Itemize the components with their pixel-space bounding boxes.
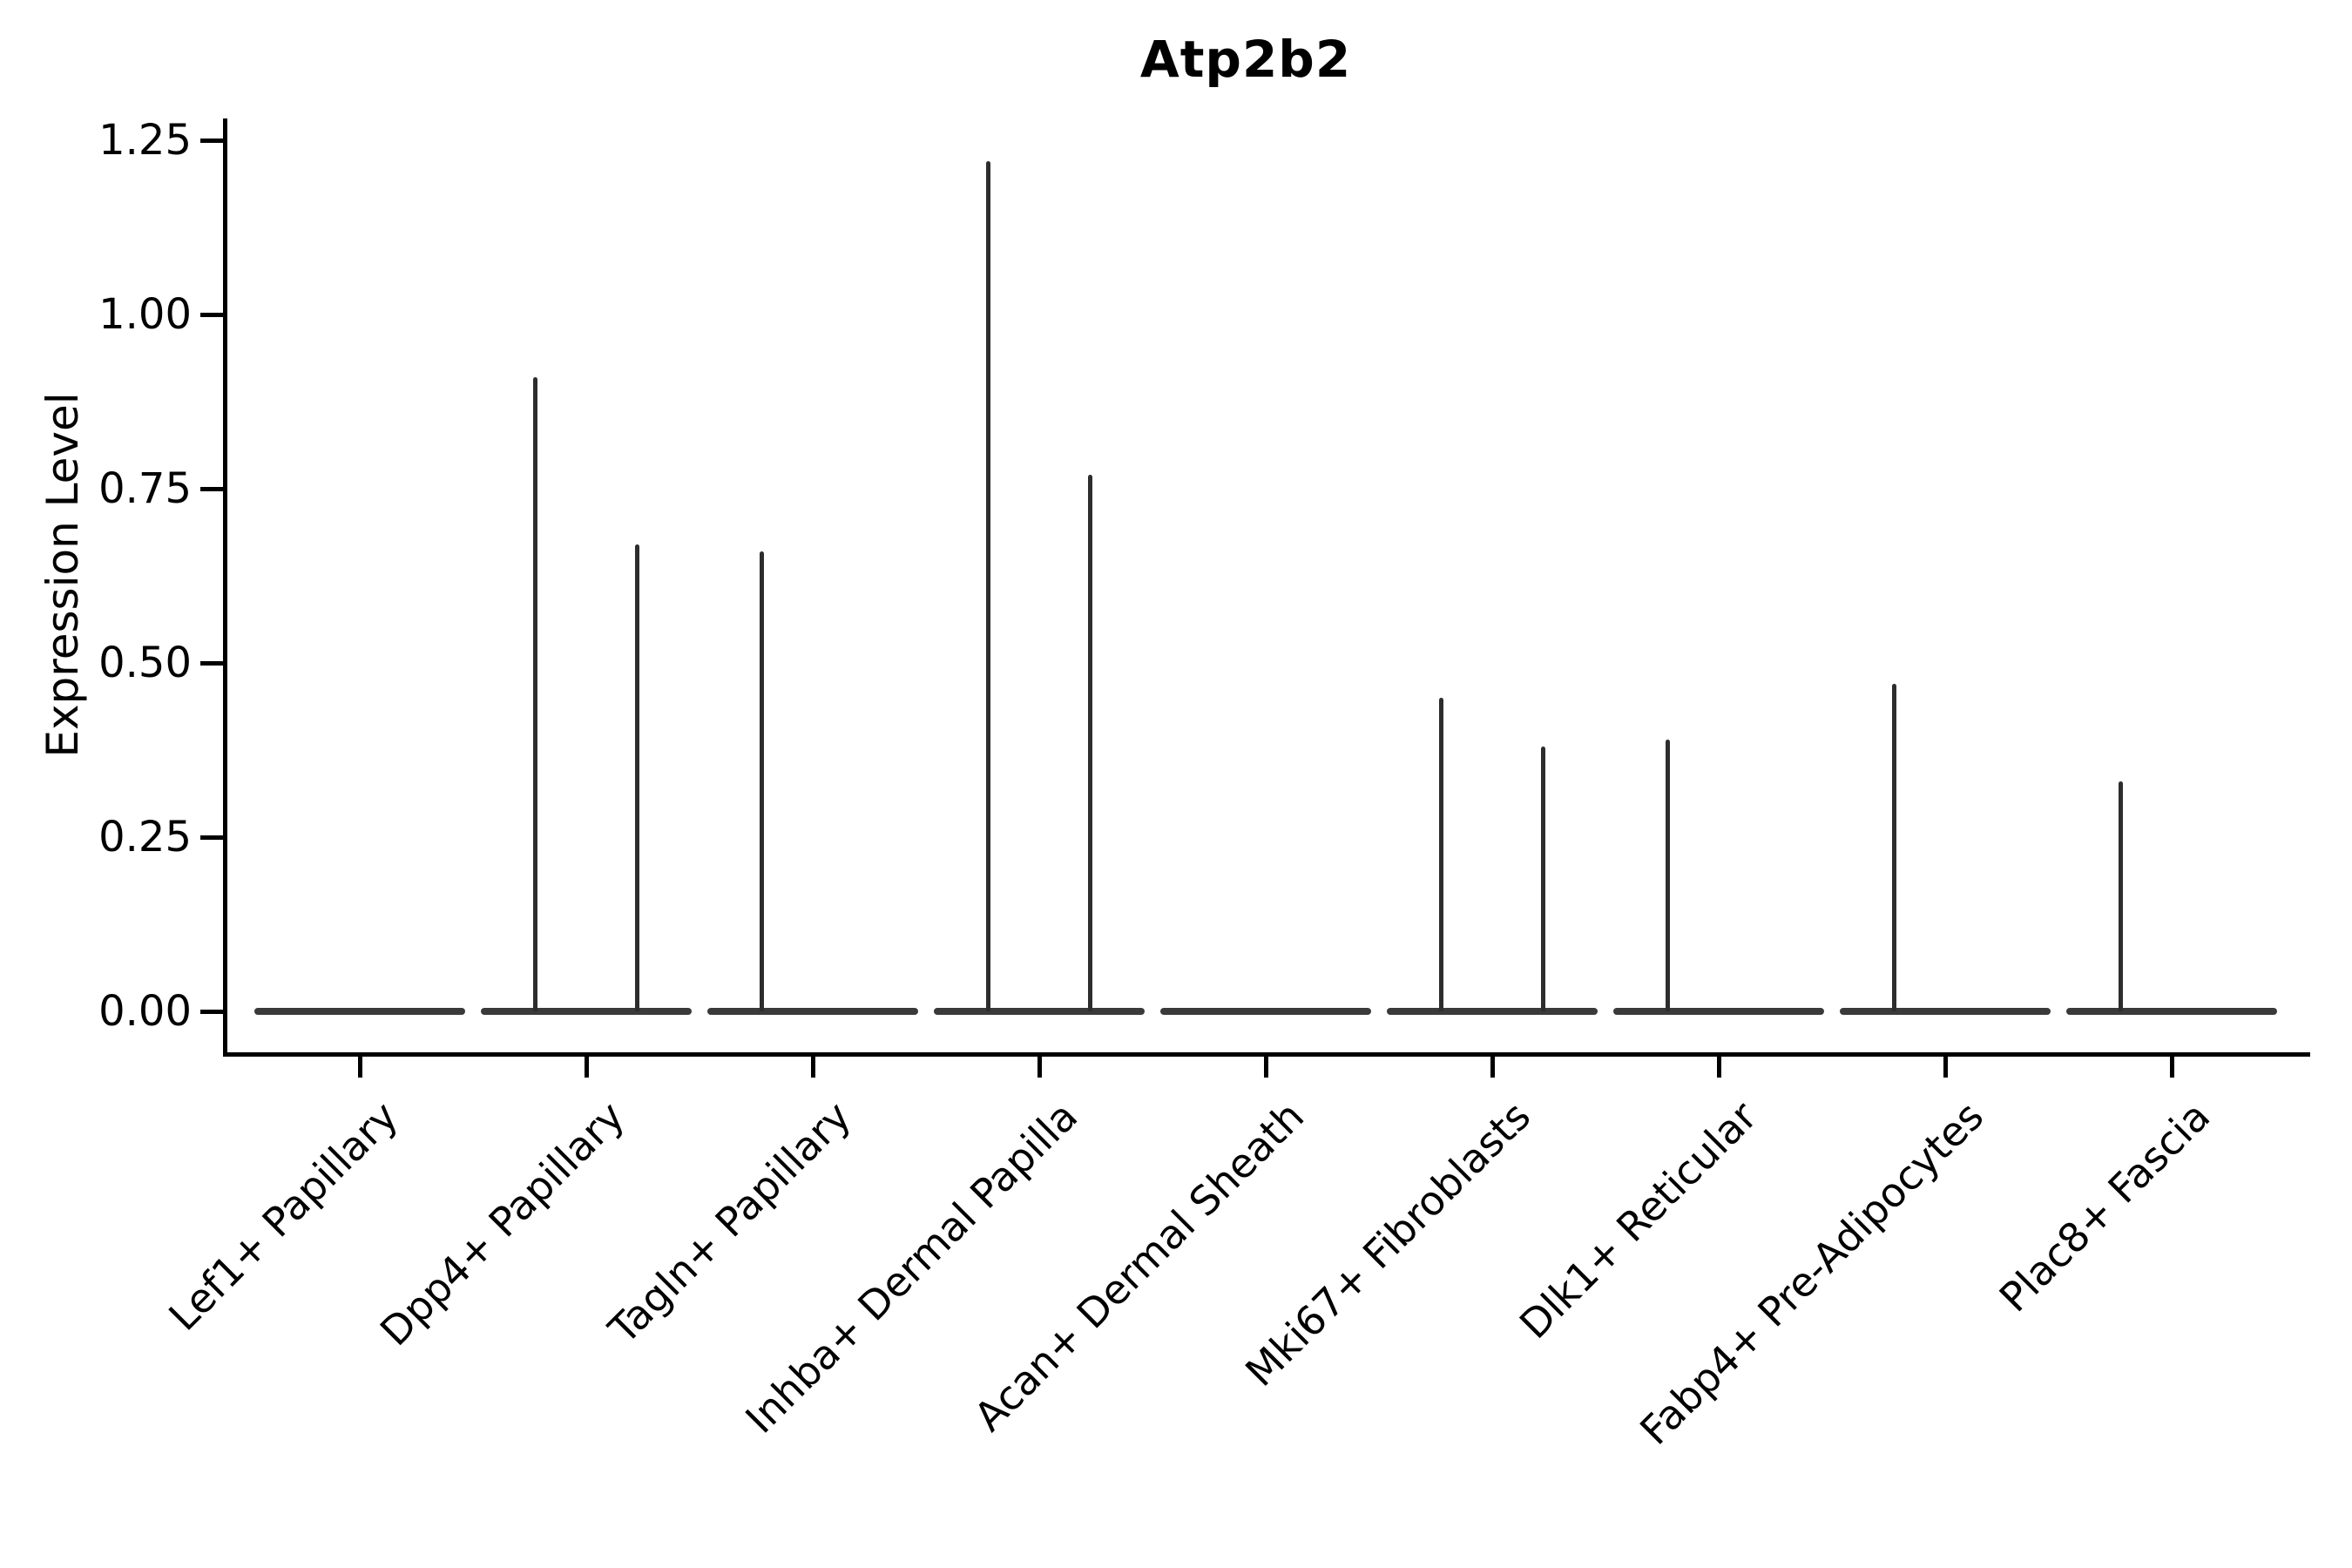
x-tick-mark bbox=[357, 1057, 362, 1078]
violin-spike bbox=[1088, 475, 1092, 1011]
violin-baseline bbox=[1387, 1008, 1598, 1015]
violin-spike bbox=[1439, 698, 1443, 1011]
violin-spike bbox=[760, 551, 764, 1011]
y-tick-mark bbox=[200, 486, 223, 491]
x-tick-mark bbox=[1943, 1057, 1948, 1078]
x-tick-mark bbox=[1490, 1057, 1495, 1078]
y-axis-spine bbox=[223, 118, 227, 1057]
violin-baseline bbox=[1160, 1008, 1371, 1015]
x-tick-mark bbox=[1263, 1057, 1268, 1078]
y-tick-label: 0.25 bbox=[98, 813, 192, 862]
violin-spike bbox=[986, 161, 990, 1011]
x-tick-mark bbox=[1037, 1057, 1042, 1078]
violin-spike bbox=[1666, 740, 1670, 1011]
y-tick-label: 0.75 bbox=[98, 464, 192, 513]
x-tick-mark bbox=[810, 1057, 815, 1078]
violin-baseline bbox=[707, 1008, 918, 1015]
violin-baseline bbox=[254, 1008, 465, 1015]
x-tick-mark bbox=[1716, 1057, 1721, 1078]
y-tick-mark bbox=[200, 1009, 223, 1014]
violin-spike bbox=[635, 544, 639, 1011]
violin-baseline bbox=[481, 1008, 692, 1015]
x-tick-mark bbox=[584, 1057, 589, 1078]
violin-spike bbox=[1541, 747, 1545, 1011]
y-tick-label: 0.00 bbox=[98, 987, 192, 1036]
y-tick-label: 0.50 bbox=[98, 639, 192, 687]
violin-baseline bbox=[1840, 1008, 2051, 1015]
y-tick-label: 1.00 bbox=[98, 290, 192, 339]
x-axis-spine bbox=[223, 1052, 2310, 1057]
y-tick-mark bbox=[200, 138, 223, 143]
y-tick-mark bbox=[200, 660, 223, 666]
y-axis-label: Expression Level bbox=[37, 392, 88, 758]
y-tick-label: 1.25 bbox=[98, 116, 192, 165]
y-tick-mark bbox=[200, 835, 223, 840]
violin-baseline bbox=[934, 1008, 1145, 1015]
chart-title: Atp2b2 bbox=[1139, 30, 1352, 89]
violin-baseline bbox=[2066, 1008, 2277, 1015]
violin-spike bbox=[533, 377, 537, 1011]
violin-spike bbox=[2119, 781, 2123, 1011]
violin-baseline bbox=[1613, 1008, 1824, 1015]
y-tick-mark bbox=[200, 312, 223, 317]
violin-spike bbox=[1892, 684, 1896, 1011]
x-tick-mark bbox=[2169, 1057, 2174, 1078]
